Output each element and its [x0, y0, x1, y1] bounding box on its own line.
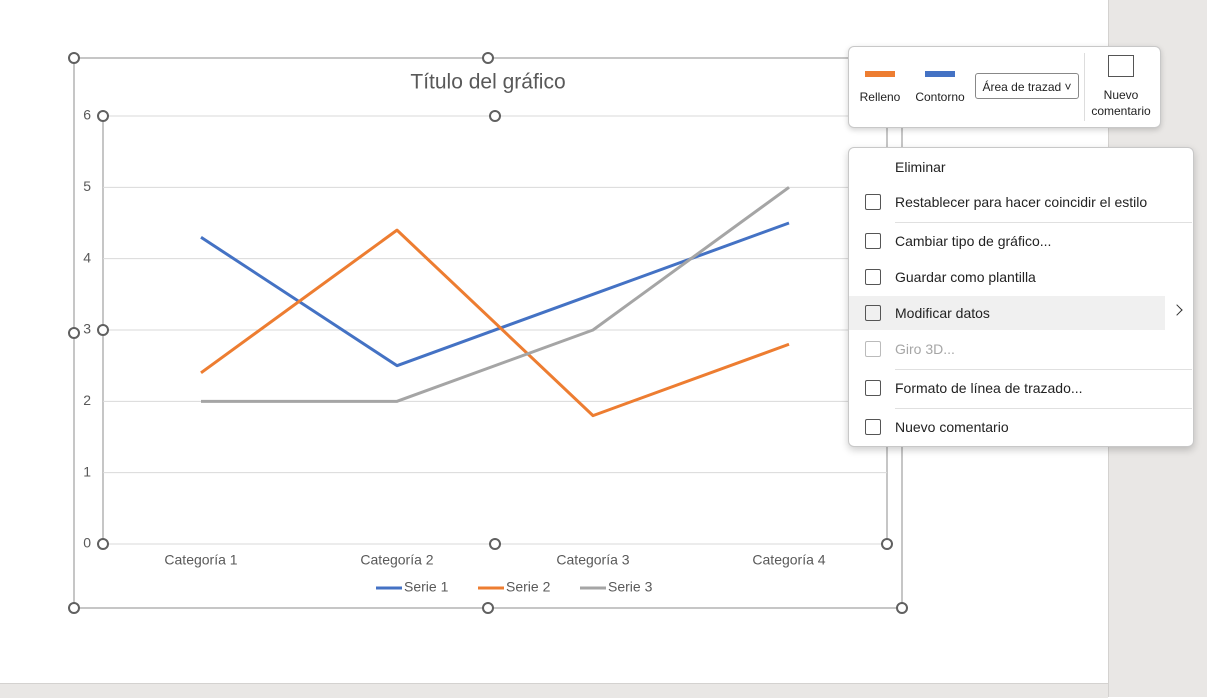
- menu-label: Restablecer para hacer coincidir el esti…: [895, 194, 1148, 210]
- series-line: [200, 228, 790, 418]
- menu-item: Giro 3D...: [849, 332, 1193, 366]
- chart-title: Título del gráfico: [410, 71, 565, 94]
- legend-label: Serie 2: [506, 579, 551, 595]
- series-line: [200, 221, 790, 368]
- handle[interactable]: [68, 327, 80, 339]
- separator: [895, 369, 1192, 370]
- mini-toolbar: Relleno Contorno Área de trazad ˅ Nuevo …: [848, 46, 1161, 128]
- menu-item[interactable]: Modificar datos: [849, 296, 1165, 330]
- context-menu: Eliminar Restablecer para hacer coincidir…: [848, 147, 1194, 447]
- legend-label: Serie 1: [404, 579, 449, 595]
- series-line: [201, 186, 790, 403]
- handle[interactable]: [482, 52, 494, 64]
- handle[interactable]: [489, 538, 501, 550]
- x-tick-label: Categoría 4: [752, 552, 825, 568]
- menu-label: Modificar datos: [895, 305, 990, 321]
- menu-item[interactable]: Restablecer para hacer coincidir el esti…: [849, 185, 1193, 219]
- handle[interactable]: [489, 110, 501, 122]
- y-tick-label: 5: [83, 178, 91, 194]
- label: Nuevo comentario: [1091, 88, 1151, 118]
- handle[interactable]: [97, 538, 109, 550]
- handle[interactable]: [97, 324, 109, 336]
- y-tick-label: 6: [83, 107, 91, 123]
- y-tick-label: 2: [83, 392, 91, 408]
- menu-label: Formato de línea de trazado...: [895, 380, 1083, 396]
- x-tick-label: Categoría 1: [164, 552, 237, 568]
- outline-button[interactable]: Contorno: [911, 55, 969, 104]
- handle[interactable]: [881, 538, 893, 550]
- status-strip: [0, 683, 1108, 698]
- menu-label: Cambiar tipo de gráfico...: [895, 233, 1052, 249]
- menu-item[interactable]: Guardar como plantilla: [849, 260, 1193, 294]
- element-dropdown[interactable]: Área de trazad ˅: [975, 73, 1079, 99]
- handle[interactable]: [482, 602, 494, 614]
- handle[interactable]: [97, 110, 109, 122]
- y-tick-label: 1: [83, 463, 91, 479]
- handle[interactable]: [68, 52, 80, 64]
- menu-item[interactable]: Eliminar: [849, 150, 1193, 184]
- separator: [895, 222, 1192, 223]
- chart: Título del gráfico 0 1 2 3 4 5 6 Categoría 1 Cat…: [68, 52, 908, 614]
- menu-label: Nuevo comentario: [895, 419, 1009, 435]
- menu-item[interactable]: Cambiar tipo de gráfico...: [849, 224, 1193, 258]
- separator: [895, 408, 1192, 409]
- menu-item[interactable]: Nuevo comentario: [849, 410, 1193, 444]
- label: Relleno: [859, 90, 901, 104]
- menu-label: Guardar como plantilla: [895, 269, 1036, 285]
- y-tick-label: 4: [83, 249, 91, 265]
- comment-button[interactable]: Nuevo comentario: [1085, 55, 1157, 119]
- menu-item[interactable]: Formato de línea de trazado...: [849, 371, 1193, 405]
- menu-label: Eliminar: [895, 159, 946, 175]
- handle[interactable]: [896, 602, 908, 614]
- handle[interactable]: [68, 602, 80, 614]
- x-tick-label: Categoría 3: [556, 552, 629, 568]
- x-tick-label: Categoría 2: [360, 552, 433, 568]
- label: Área de trazad: [982, 80, 1062, 94]
- label: Contorno: [915, 90, 965, 104]
- submenu-arrow: [1171, 304, 1183, 316]
- fill-button[interactable]: Relleno: [857, 55, 903, 104]
- legend-label: Serie 3: [608, 579, 653, 595]
- y-tick-label: 3: [83, 321, 91, 337]
- menu-label: Giro 3D...: [895, 341, 955, 357]
- y-tick-label: 0: [83, 535, 91, 551]
